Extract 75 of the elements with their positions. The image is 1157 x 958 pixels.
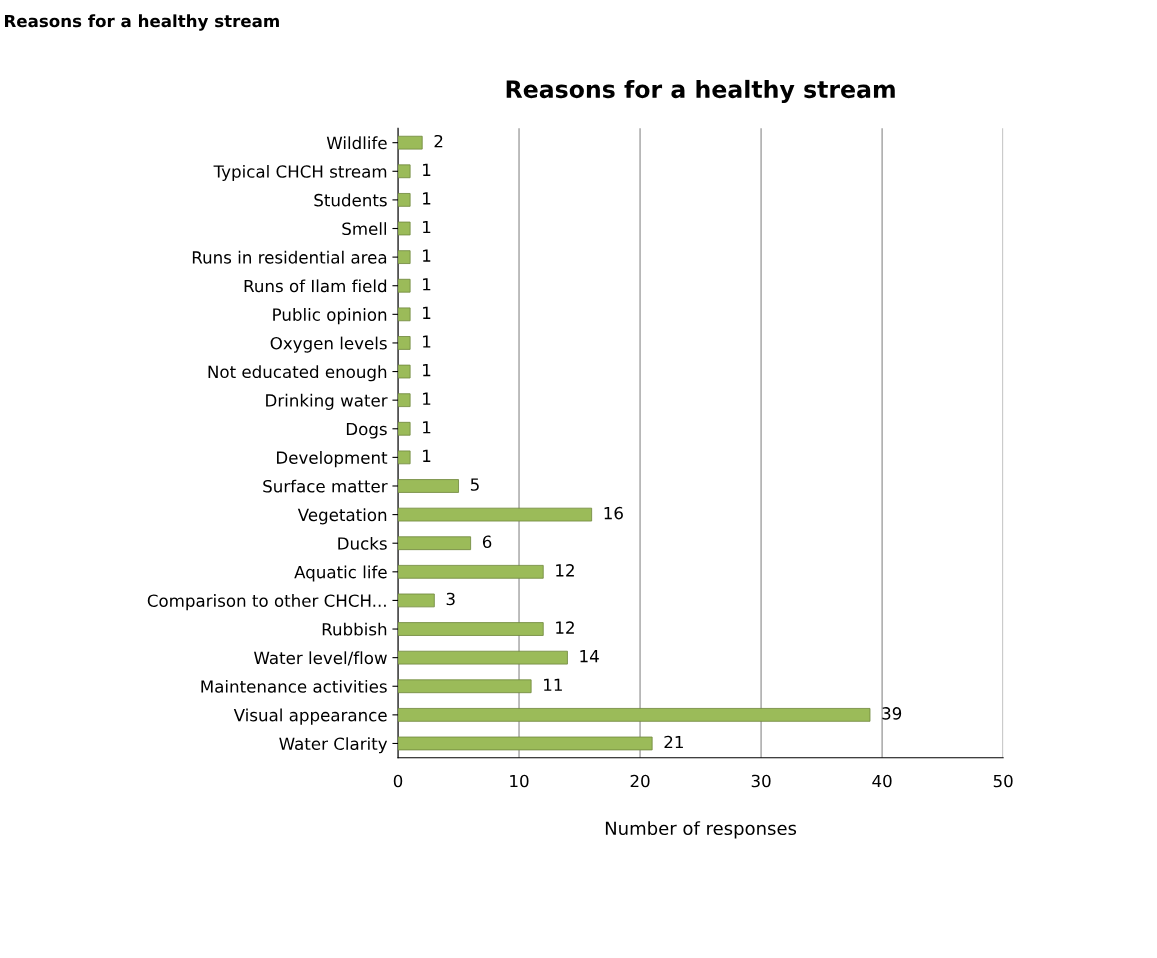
y-tick-label: Water level/flow bbox=[254, 651, 387, 666]
data-label: 1 bbox=[423, 278, 431, 291]
data-label: 1 bbox=[423, 192, 431, 205]
y-tick-label: Wildlife bbox=[326, 136, 387, 150]
y-tick-label: Surface matter bbox=[263, 479, 388, 493]
bar bbox=[398, 307, 411, 322]
data-label: 1 bbox=[423, 306, 431, 319]
data-label: 1 bbox=[423, 163, 431, 176]
bar bbox=[398, 393, 411, 408]
bar bbox=[398, 622, 544, 636]
data-label: 1 bbox=[423, 364, 431, 377]
y-tick-label: Runs in residential area bbox=[192, 250, 387, 264]
y-tick-label: Not educated enough bbox=[208, 365, 387, 382]
bar bbox=[398, 536, 472, 551]
y-tick-label: Runs of Ilam field bbox=[244, 279, 387, 293]
y-tick-label: Dogs bbox=[346, 422, 387, 439]
y-tick-label: Typical CHCH stream bbox=[213, 164, 387, 182]
data-label: 1 bbox=[423, 421, 431, 434]
bar bbox=[398, 164, 411, 179]
bar bbox=[398, 193, 411, 207]
data-label: 39 bbox=[882, 707, 902, 720]
bar bbox=[398, 421, 411, 436]
data-label: 12 bbox=[556, 621, 574, 634]
y-tick-label: Oxygen levels bbox=[270, 336, 387, 353]
data-label: 14 bbox=[580, 650, 599, 663]
bar bbox=[398, 564, 544, 579]
x-tick-label: 20 bbox=[630, 774, 650, 788]
data-label: 1 bbox=[423, 220, 431, 234]
data-label: 5 bbox=[470, 478, 479, 491]
bar bbox=[398, 278, 411, 293]
y-tick-label: Drinking water bbox=[266, 393, 388, 410]
data-label: 11 bbox=[544, 678, 562, 691]
bar bbox=[398, 364, 411, 379]
data-label: 6 bbox=[482, 535, 492, 549]
y-tick-label: Water Clarity bbox=[279, 737, 388, 754]
data-label: 1 bbox=[423, 249, 431, 262]
y-tick-label: Comparison to other CHCH... bbox=[147, 594, 386, 611]
y-tick-label: Rubbish bbox=[322, 622, 387, 636]
data-label: 1 bbox=[423, 449, 431, 462]
x-tick-label: 0 bbox=[393, 774, 403, 788]
y-tick-label: Students bbox=[314, 193, 387, 207]
x-tick-label: 10 bbox=[510, 774, 529, 788]
data-label: 1 bbox=[423, 392, 431, 405]
bar bbox=[398, 736, 653, 751]
bar bbox=[398, 679, 532, 694]
bar bbox=[398, 450, 411, 465]
data-label: 1 bbox=[423, 335, 431, 348]
bar bbox=[398, 221, 411, 236]
bar bbox=[398, 479, 459, 493]
text: Reasons for a healthy stream bbox=[5, 14, 279, 31]
y-tick-label: Ducks bbox=[338, 536, 387, 550]
chart-title: Reasons for a healthy stream bbox=[506, 79, 895, 103]
data-label: 12 bbox=[556, 564, 574, 577]
data-label: 3 bbox=[446, 592, 455, 606]
y-tick-label: Development bbox=[277, 451, 388, 468]
bar bbox=[398, 336, 411, 350]
y-tick-label: Visual appearance bbox=[233, 708, 387, 725]
y-tick-label: Maintenance activities bbox=[201, 679, 387, 693]
data-label: 21 bbox=[664, 735, 683, 749]
x-tick-label: 30 bbox=[751, 774, 771, 788]
x-axis-title: Number of responses bbox=[605, 821, 797, 839]
y-tick-label: Aquatic life bbox=[294, 565, 387, 582]
data-label: 2 bbox=[434, 134, 443, 148]
data-label: 16 bbox=[604, 506, 623, 520]
bar bbox=[398, 593, 435, 608]
y-tick-label: Smell bbox=[342, 222, 387, 236]
bar bbox=[398, 507, 593, 522]
bar bbox=[398, 250, 411, 264]
x-tick-label: 40 bbox=[872, 774, 892, 788]
bar bbox=[398, 708, 871, 722]
y-tick-label: Public opinion bbox=[273, 308, 387, 325]
bar bbox=[398, 650, 568, 665]
x-tick-label: 50 bbox=[993, 774, 1013, 788]
bar bbox=[398, 135, 423, 150]
y-tick-label: Vegetation bbox=[297, 508, 387, 525]
